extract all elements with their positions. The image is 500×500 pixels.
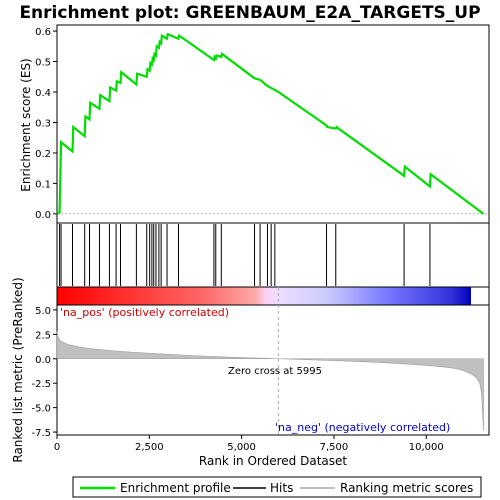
legend-hits: Hits [270,481,293,495]
x-axis: 0 2,500 5,000 7,500 10,000 [54,435,444,453]
ranked-list-color-bar [57,287,471,305]
ranked-y-tick-label: -7.5 [31,428,51,439]
ranked-y-tick-label: 0.0 [35,355,51,366]
es-y-tick-label: 0.5 [35,58,51,69]
chart-title: Enrichment plot: GREENBAUM_E2A_TARGETS_U… [19,3,480,23]
enrichment-profile-line [56,32,485,215]
hits-panel [56,222,490,288]
negative-correlation-label: 'na_neg' (negatively correlated) [275,421,450,434]
es-y-axis: 0.0 0.1 0.2 0.3 0.4 0.5 0.6 [35,27,57,221]
ranked-y-tick-label: 5.0 [35,306,51,317]
es-y-tick-label: 0.2 [35,149,51,160]
x-tick-label: 7,500 [320,442,349,453]
ranked-panel: -7.5 -5.0 -2.5 0.0 2.5 5.0 Ranked list metric… [11,277,490,463]
ranked-y-tick-label: -5.0 [31,404,51,415]
es-y-tick-label: 0.4 [35,88,51,99]
x-tick-label: 0 [54,442,60,453]
legend: Enrichment profile Hits Ranking metric s… [72,476,482,498]
es-y-tick-label: 0.3 [35,118,51,129]
ranked-y-axis-label: Ranked list metric (PreRanked) [11,277,25,462]
legend-enrichment-profile: Enrichment profile [120,481,231,495]
ranked-y-axis: -7.5 -5.0 -2.5 0.0 2.5 5.0 [31,306,57,439]
es-y-tick-label: 0.6 [35,27,51,38]
legend-frame [72,476,482,498]
heatmap-bar [56,286,490,306]
hit-lines [59,224,431,286]
ranking-metric-area [56,331,484,432]
x-tick-label: 2,500 [135,442,164,453]
ranked-y-tick-label: -2.5 [31,379,51,390]
x-axis-label: Rank in Ordered Dataset [199,454,347,468]
ranked-y-tick-label: 2.5 [35,330,51,341]
positive-correlation-label: 'na_pos' (positively correlated) [60,306,229,319]
ranked-panel-frame [56,304,490,436]
es-y-tick-label: 0.0 [35,210,51,221]
x-tick-label: 5,000 [227,442,256,453]
es-y-axis-label: Enrichment score (ES) [19,58,33,191]
legend-ranking-metric-scores: Ranking metric scores [340,481,473,495]
zero-cross-label: Zero cross at 5995 [228,366,322,377]
hits-panel-frame [56,222,490,288]
x-tick-label: 10,000 [409,442,444,453]
es-y-tick-label: 0.1 [35,179,51,190]
